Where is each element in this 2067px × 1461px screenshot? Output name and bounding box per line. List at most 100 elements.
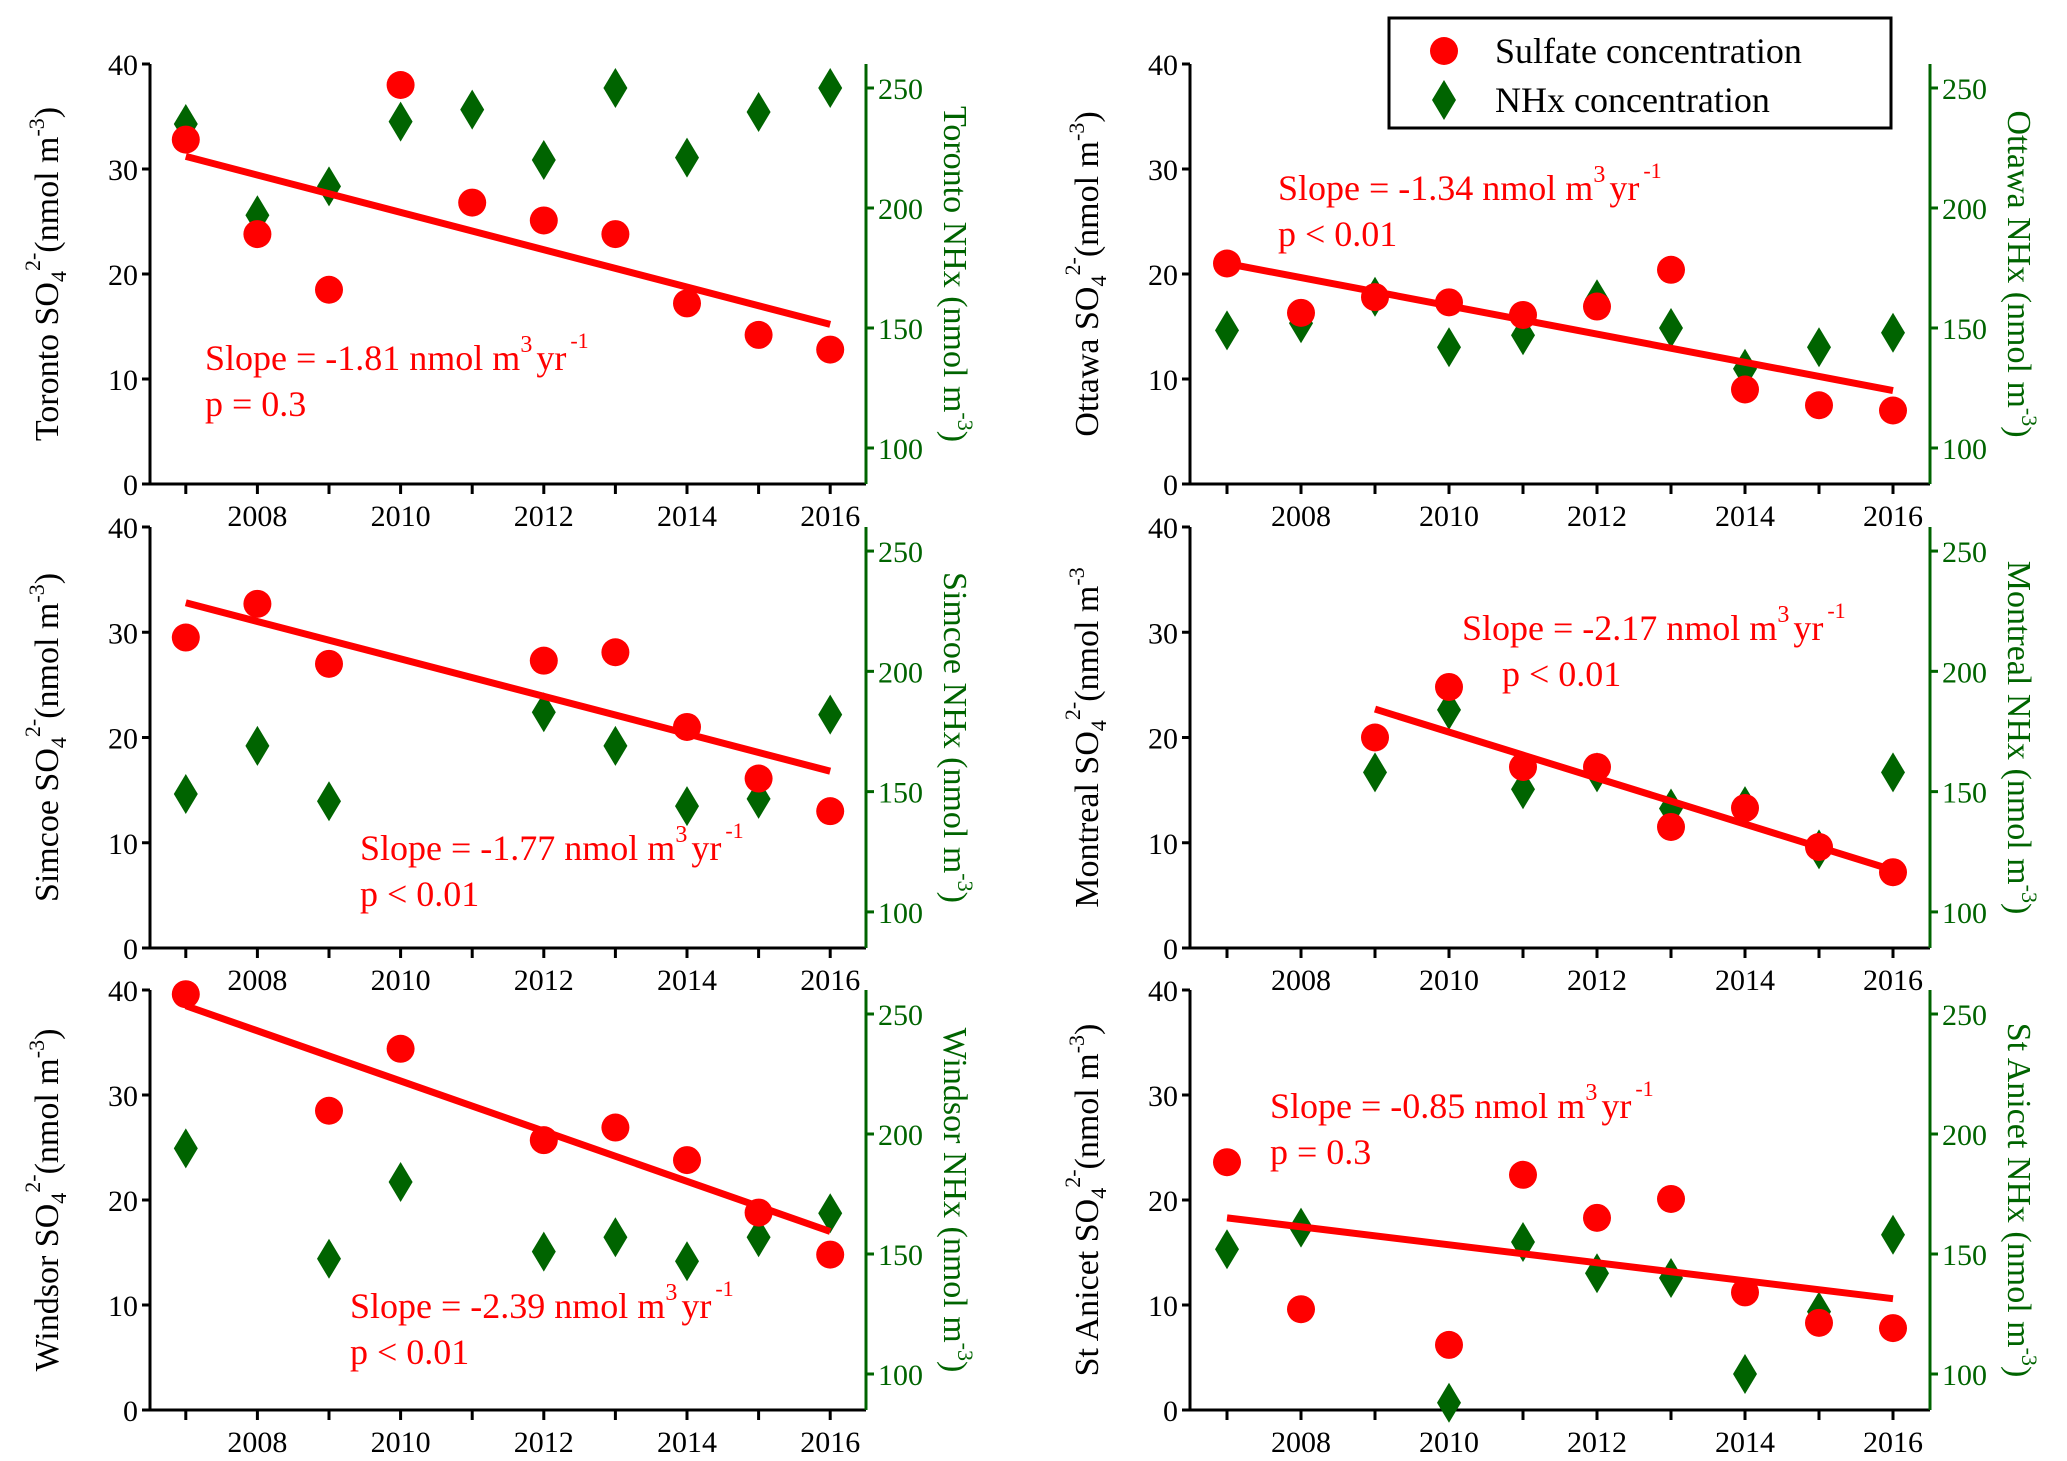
sulfate-point	[171, 623, 200, 652]
left-y-tick-label: 10	[108, 1290, 138, 1323]
right-y-tick-label: 200	[878, 656, 923, 689]
axis-title-superscript: 2-	[20, 719, 45, 737]
trend-line	[184, 1002, 832, 1235]
left-y-tick-label: 10	[108, 828, 138, 861]
nhx-point	[603, 68, 628, 108]
axis-title-text: )	[29, 1029, 66, 1040]
left-y-tick-label: 20	[108, 723, 138, 756]
axis-title-text: Toronto NHx (nmol m	[936, 106, 973, 412]
right-y-tick-label: 150	[878, 777, 923, 810]
right-y-axis-title: Windsor NHx (nmol m-3)	[936, 1028, 978, 1373]
x-tick-label: 2012	[514, 500, 574, 533]
sulfate-point	[1731, 375, 1759, 404]
nhx-point	[746, 92, 771, 132]
sulfate-point	[1805, 1308, 1833, 1337]
sulfate-point	[1509, 1160, 1537, 1189]
left-y-tick-label: 30	[108, 617, 138, 650]
sulfate-point	[1879, 396, 1907, 425]
right-y-tick-label: 200	[1942, 1119, 1987, 1152]
axis-title-text: )	[1069, 1024, 1106, 1035]
x-tick-label: 2010	[1419, 1426, 1479, 1459]
slope-text: Slope = -1.34 nmol m	[1278, 168, 1593, 208]
right-y-tick-label: 250	[878, 999, 923, 1032]
x-tick-label: 2010	[1419, 500, 1479, 533]
left-y-tick-label: 40	[1148, 512, 1178, 545]
left-y-axis-title: Montreal SO42-(nmol m-3	[1060, 567, 1111, 907]
left-y-axis-title: Toronto SO42-(nmol m-3)	[20, 107, 71, 441]
x-tick-label: 2016	[1863, 500, 1923, 533]
x-tick-label: 2010	[1419, 964, 1479, 997]
slope-annotation: Slope = -1.81 nmol m3 yr -1	[205, 328, 589, 378]
left-y-axis-title: Ottawa SO42-(nmol m-3)	[1060, 111, 1111, 436]
nhx-point	[603, 1217, 628, 1258]
sulfate-point	[1287, 298, 1315, 327]
nhx-point	[531, 692, 556, 733]
left-y-tick-label: 10	[1148, 1290, 1178, 1323]
sulfate-point	[1657, 255, 1685, 284]
sulfate-point	[458, 188, 487, 217]
axis-title-text: Montreal NHx (nmol m	[2000, 561, 2037, 885]
right-y-tick-label: 100	[878, 897, 923, 930]
slope-unit: yr	[536, 338, 566, 378]
x-tick-label: 2012	[1567, 1426, 1627, 1459]
sulfate-point	[1731, 794, 1759, 823]
slope-text: Slope = -1.77 nmol m	[360, 828, 675, 868]
axis-title-superscript: 2-	[1060, 257, 1085, 275]
nhx-point	[1215, 310, 1239, 351]
p-value-annotation: p < 0.01	[1502, 654, 1621, 694]
panel-montreal: 0 10 20 30 40 100 150 200 250 2008 2010 2012 2014 201…	[1060, 512, 2042, 997]
sulfate-point	[529, 206, 558, 235]
nhx-point	[317, 166, 341, 207]
legend-sulfate-marker	[1430, 37, 1458, 65]
left-y-tick-label: 20	[1148, 259, 1178, 292]
left-y-tick-label: 20	[108, 259, 138, 292]
nhx-point	[1881, 1214, 1905, 1255]
axis-title-text: )	[29, 573, 66, 584]
right-y-tick-label: 150	[1942, 1239, 1987, 1272]
left-y-tick-label: 40	[1148, 975, 1178, 1008]
axis-title-superscript: -3	[1064, 567, 1089, 585]
sulfate-point	[816, 797, 845, 826]
trend-line	[1226, 1214, 1894, 1303]
right-y-tick-label: 250	[1942, 999, 1987, 1032]
left-y-tick-label: 0	[123, 1395, 138, 1428]
sulfate-point	[1731, 1278, 1759, 1307]
x-tick-label: 2014	[657, 964, 717, 997]
slope-unit: yr	[681, 1286, 711, 1326]
panel-st-anicet: 0 10 20 30 40 100 150 200 250 2008 2010 2012 2014 201…	[1060, 975, 2042, 1459]
sulfate-point	[1657, 812, 1685, 841]
nhx-point	[317, 781, 341, 822]
sulfate-point	[673, 1146, 701, 1175]
axis-title-subscript: 4	[1086, 1188, 1111, 1199]
slope-superscript: -1	[725, 818, 743, 843]
nhx-point	[675, 137, 699, 178]
nhx-point	[1807, 327, 1831, 368]
p-value-annotation: p < 0.01	[1278, 214, 1397, 254]
nhx-point	[173, 774, 198, 815]
left-y-axis-title: Simcoe SO42-(nmol m-3)	[20, 573, 71, 902]
right-y-tick-label: 150	[878, 1239, 923, 1272]
x-tick-label: 2016	[1863, 1426, 1923, 1459]
nhx-point	[317, 1238, 341, 1279]
sulfate-point	[744, 764, 773, 793]
x-tick-label: 2014	[1715, 500, 1775, 533]
left-y-axis-title: Windsor SO42-(nmol m-3)	[20, 1029, 71, 1372]
left-y-tick-label: 0	[123, 933, 138, 966]
x-tick-label: 2008	[227, 1426, 287, 1459]
axis-title-text: Windsor NHx (nmol m	[936, 1028, 973, 1343]
slope-superscript: -1	[1827, 598, 1845, 623]
sulfate-point	[816, 335, 845, 364]
axis-title-text: Ottawa SO	[1069, 287, 1106, 437]
axis-title-text: )	[936, 431, 973, 442]
x-tick-label: 2012	[514, 1426, 574, 1459]
slope-unit: yr	[691, 828, 721, 868]
sulfate-point	[243, 220, 272, 249]
right-y-tick-label: 150	[1942, 777, 1987, 810]
sulfate-point	[1435, 1330, 1463, 1359]
sulfate-point	[386, 71, 415, 99]
left-y-tick-label: 0	[1163, 933, 1178, 966]
sulfate-point	[1583, 292, 1611, 321]
sulfate-point	[529, 646, 558, 675]
x-tick-label: 2010	[371, 1426, 431, 1459]
axis-title-superscript: -3	[24, 584, 49, 602]
